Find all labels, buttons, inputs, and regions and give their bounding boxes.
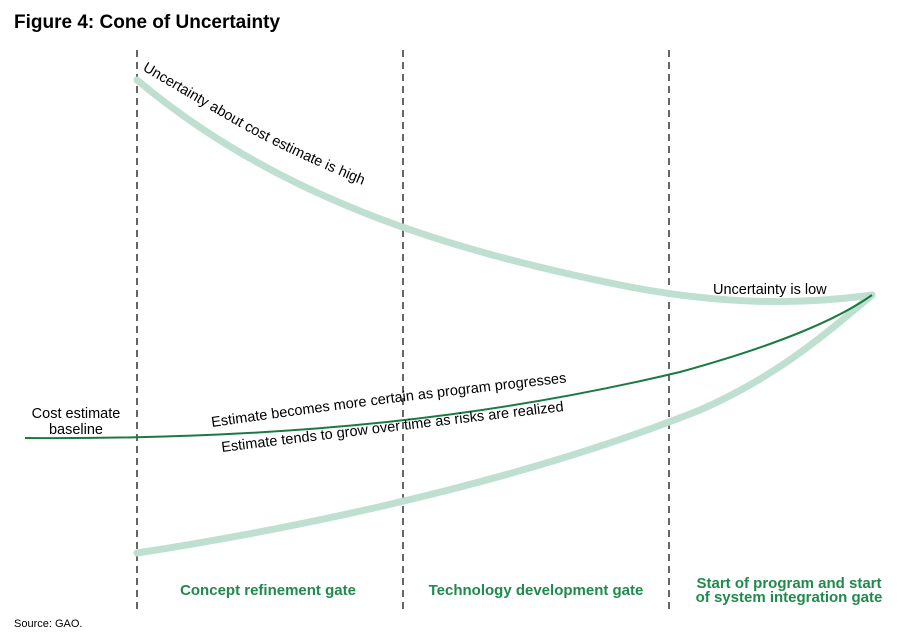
- gate-label-program-line2: of system integration gate: [696, 589, 883, 606]
- uncertainty-low-label: Uncertainty is low: [713, 282, 827, 298]
- source-note: Source: GAO.: [14, 618, 83, 630]
- figure-title: Figure 4: Cone of Uncertainty: [14, 12, 281, 33]
- baseline-label-line1: Cost estimate: [32, 406, 121, 422]
- gate-label-program-line1: Start of program and start: [696, 575, 881, 592]
- upper-cone-curve: [133, 76, 876, 306]
- uncertainty-high-label: Uncertainty about cost estimate is high: [140, 60, 367, 189]
- gate-label-concept: Concept refinement gate: [180, 582, 356, 599]
- baseline-label-line2: baseline: [49, 422, 103, 438]
- gate-label-technology: Technology development gate: [429, 582, 644, 599]
- lower-cone-curve: [133, 291, 876, 557]
- baseline-estimate-line: [24, 294, 873, 440]
